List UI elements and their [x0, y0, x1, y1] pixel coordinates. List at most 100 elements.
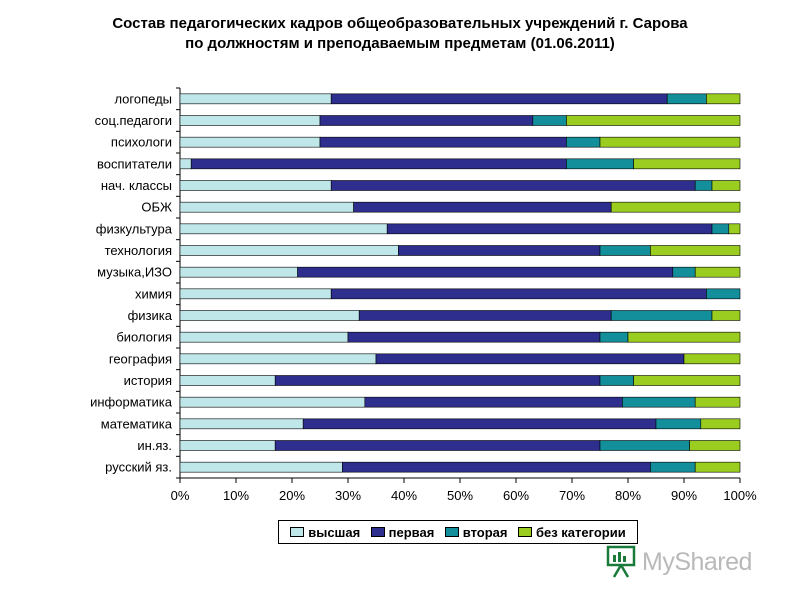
- category-label: информатика: [90, 395, 173, 410]
- bar-segment: [655, 418, 702, 430]
- legend-item: высшая: [290, 525, 360, 540]
- bar-segment: [711, 180, 741, 191]
- category-label: нач. классы: [101, 178, 172, 193]
- category-label: математика: [101, 416, 173, 431]
- bar-segment: [179, 245, 399, 256]
- bar-segment: [347, 331, 601, 343]
- category-label: психологи: [111, 135, 172, 150]
- chart-legend: высшая первая вторая без категории: [278, 520, 638, 544]
- bar-segment: [694, 461, 741, 473]
- chart-title-line-2: по должностям и преподаваемым предметам …: [185, 35, 615, 52]
- bar-segment: [633, 158, 741, 170]
- category-label: биология: [116, 330, 172, 345]
- bar-segment: [689, 440, 741, 451]
- bar-segment: [297, 266, 674, 278]
- bar-segment: [566, 136, 601, 148]
- bar-segment: [672, 266, 696, 278]
- legend-swatch: [517, 527, 532, 537]
- bar-segment: [179, 180, 332, 191]
- bar-segment: [622, 396, 696, 408]
- x-tick-label: 30%: [335, 488, 361, 503]
- legend-label: первая: [388, 524, 435, 540]
- bar-segment: [627, 331, 741, 343]
- x-tick-label: 50%: [447, 488, 473, 503]
- bar-segment: [179, 418, 304, 430]
- bar-segment: [700, 418, 741, 430]
- bar-segment: [386, 223, 713, 235]
- bar-segment: [353, 201, 612, 213]
- legend-item: первая: [370, 524, 435, 540]
- legend-item: без категории: [517, 524, 626, 540]
- bar-segment: [179, 461, 343, 473]
- bar-segment: [179, 396, 366, 408]
- bar-segment: [599, 136, 741, 148]
- bar-segment: [728, 223, 741, 235]
- x-tick-label: 90%: [671, 488, 697, 503]
- bar-segment: [190, 158, 567, 170]
- bar-segment: [375, 353, 685, 365]
- legend-label: без категории: [535, 524, 626, 540]
- x-tick-label: 10%: [223, 488, 249, 503]
- bar-segment: [179, 288, 332, 300]
- bar-segment: [319, 115, 534, 126]
- bar-segment: [398, 245, 601, 256]
- x-tick-label: 100%: [723, 488, 757, 503]
- bar-segment: [694, 266, 741, 278]
- bar-segment: [610, 310, 713, 321]
- bar-segment: [179, 158, 192, 170]
- category-label: история: [124, 373, 172, 388]
- bar-segment: [599, 331, 629, 343]
- bar-segment: [179, 136, 321, 148]
- legend-item: вторая: [444, 524, 508, 540]
- bar-segment: [179, 440, 276, 451]
- bar-segment: [364, 396, 623, 408]
- bar-segment: [666, 93, 707, 105]
- category-label: химия: [135, 286, 172, 301]
- bar-segment: [179, 115, 321, 126]
- legend-swatch: [290, 527, 305, 537]
- bar-segment: [179, 331, 349, 343]
- legend-label: высшая: [308, 524, 361, 540]
- bar-segment: [694, 396, 741, 408]
- bar-segment: [694, 180, 713, 191]
- bar-segment: [358, 310, 612, 321]
- bar-segment: [706, 93, 741, 105]
- category-label: география: [109, 351, 172, 366]
- legend-swatch: [444, 527, 459, 537]
- bar-segment: [683, 353, 741, 365]
- category-label: соц.педагоги: [95, 113, 172, 128]
- bar-segment: [566, 115, 741, 126]
- x-tick-label: 70%: [559, 488, 585, 503]
- bar-segment: [274, 375, 601, 386]
- watermark: MyShared: [606, 540, 766, 584]
- bar-segment: [633, 375, 741, 386]
- bar-segment: [706, 288, 741, 300]
- category-label: технология: [105, 243, 172, 258]
- category-label: физкультура: [96, 221, 173, 236]
- bar-segment: [179, 353, 377, 365]
- bar-segment: [650, 245, 741, 256]
- category-label: ин.яз.: [137, 438, 172, 453]
- bar-segment: [179, 223, 388, 235]
- legend-label: вторая: [462, 524, 508, 540]
- bar-segment: [650, 461, 696, 473]
- bar-segment: [302, 418, 657, 430]
- bar-segment: [599, 440, 690, 451]
- bar-segment: [330, 288, 707, 300]
- x-tick-label: 60%: [503, 488, 529, 503]
- category-label: русский яз.: [105, 460, 172, 475]
- bar-segment: [599, 375, 634, 386]
- chart-title-line-1: Состав педагогических кадров общеобразов…: [112, 15, 688, 32]
- category-label: физика: [128, 308, 173, 323]
- bar-segment: [330, 93, 668, 105]
- bar-segment: [610, 201, 741, 213]
- legend-swatch: [370, 527, 385, 537]
- bar-segment: [274, 440, 601, 451]
- bar-segment: [179, 93, 332, 105]
- chart-title: Состав педагогических кадров общеобразов…: [0, 14, 800, 54]
- bar-segment: [342, 461, 651, 473]
- bar-segment: [532, 115, 567, 126]
- bar-segment: [179, 375, 276, 386]
- bar-segment: [319, 136, 567, 148]
